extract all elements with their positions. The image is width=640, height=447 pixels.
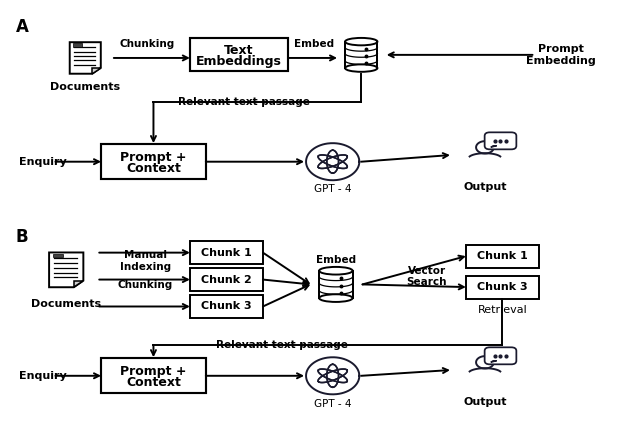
Text: Chunk 2: Chunk 2 (201, 274, 252, 285)
Text: GPT - 4: GPT - 4 (314, 399, 351, 409)
Text: Output: Output (463, 181, 507, 192)
Text: Retrieval: Retrieval (478, 305, 527, 315)
Text: Output: Output (463, 396, 507, 406)
Ellipse shape (319, 294, 353, 302)
Text: Documents: Documents (50, 82, 120, 92)
Text: B: B (15, 228, 28, 246)
Text: Chunk 3: Chunk 3 (201, 301, 252, 312)
Text: Text: Text (225, 44, 254, 57)
Text: Enquiry: Enquiry (19, 371, 67, 381)
FancyBboxPatch shape (466, 276, 539, 299)
Ellipse shape (319, 267, 353, 274)
Text: Chunk 3: Chunk 3 (477, 282, 528, 292)
Text: Context: Context (126, 376, 181, 389)
Text: Relevant text passage: Relevant text passage (178, 97, 310, 107)
Polygon shape (74, 281, 83, 287)
Text: Relevant text passage: Relevant text passage (216, 340, 348, 350)
Text: Chunking: Chunking (120, 39, 175, 49)
Polygon shape (49, 253, 83, 287)
Bar (345, 42, 378, 68)
Polygon shape (92, 67, 100, 74)
FancyBboxPatch shape (101, 144, 206, 179)
FancyBboxPatch shape (466, 245, 539, 268)
Text: Prompt +: Prompt + (120, 151, 187, 164)
FancyBboxPatch shape (484, 347, 516, 364)
Text: Documents: Documents (31, 299, 101, 308)
Bar (52, 254, 63, 257)
FancyBboxPatch shape (484, 132, 516, 149)
Text: Prompt
Embedding: Prompt Embedding (526, 44, 596, 66)
Polygon shape (491, 146, 497, 148)
Text: Chunking: Chunking (118, 280, 173, 290)
Text: Chunk 1: Chunk 1 (477, 251, 528, 261)
Text: Prompt +: Prompt + (120, 365, 187, 378)
Text: Enquiry: Enquiry (19, 157, 67, 167)
Bar (73, 43, 82, 46)
Text: Embed: Embed (316, 254, 356, 265)
Text: Chunk 1: Chunk 1 (201, 248, 252, 257)
Text: Manual
Indexing: Manual Indexing (120, 250, 171, 272)
Ellipse shape (345, 64, 378, 72)
Text: A: A (15, 18, 28, 36)
FancyBboxPatch shape (190, 241, 263, 264)
Ellipse shape (345, 38, 378, 45)
FancyBboxPatch shape (101, 358, 206, 393)
Text: Context: Context (126, 162, 181, 175)
Polygon shape (70, 42, 100, 74)
Bar (319, 271, 353, 298)
FancyBboxPatch shape (190, 295, 263, 318)
Text: Vector
Search: Vector Search (406, 266, 447, 287)
Polygon shape (491, 361, 497, 362)
Text: GPT - 4: GPT - 4 (314, 184, 351, 194)
FancyBboxPatch shape (190, 38, 288, 71)
Text: Embeddings: Embeddings (196, 55, 282, 68)
Text: Embed: Embed (294, 39, 333, 49)
FancyBboxPatch shape (190, 268, 263, 291)
